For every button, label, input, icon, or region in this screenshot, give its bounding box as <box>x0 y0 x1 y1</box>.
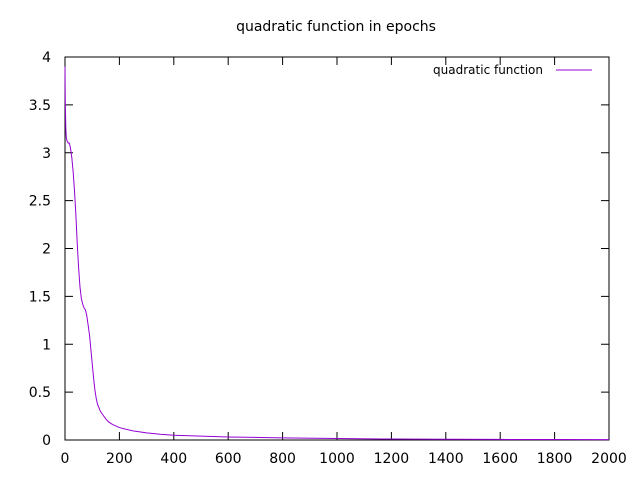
chart-title: quadratic function in epochs <box>236 19 436 35</box>
x-tick-label: 800 <box>269 451 296 467</box>
y-tick-label: 0.5 <box>29 385 51 401</box>
y-tick-label: 3 <box>42 146 51 162</box>
x-tick-label: 1400 <box>428 451 464 467</box>
y-tick-label: 0 <box>42 433 51 449</box>
y-tick-label: 1 <box>42 337 51 353</box>
legend-label: quadratic function <box>433 63 543 77</box>
y-tick-label: 1.5 <box>29 289 51 305</box>
x-tick-label: 1600 <box>482 451 518 467</box>
x-tick-label: 1200 <box>374 451 410 467</box>
x-tick-label: 400 <box>160 451 187 467</box>
y-axis: 0 0.5 1 1.5 2 2.5 3 3.5 4 <box>29 50 609 449</box>
x-tick-label: 1000 <box>319 451 355 467</box>
y-tick-label: 4 <box>42 50 51 66</box>
x-tick-label: 1800 <box>537 451 573 467</box>
plot-frame <box>64 56 610 441</box>
legend: quadratic function <box>433 63 592 77</box>
y-tick-label: 3.5 <box>29 98 51 114</box>
x-axis: 0 200 400 600 800 1000 1200 1400 1600 1800 2000 <box>61 57 627 467</box>
x-tick-label: 200 <box>106 451 133 467</box>
x-tick-label: 0 <box>61 451 70 467</box>
y-tick-label: 2.5 <box>29 194 51 210</box>
x-tick-label: 2000 <box>591 451 627 467</box>
x-tick-label: 600 <box>215 451 242 467</box>
y-tick-label: 2 <box>42 242 51 258</box>
series-line-quadratic-function <box>64 66 610 441</box>
